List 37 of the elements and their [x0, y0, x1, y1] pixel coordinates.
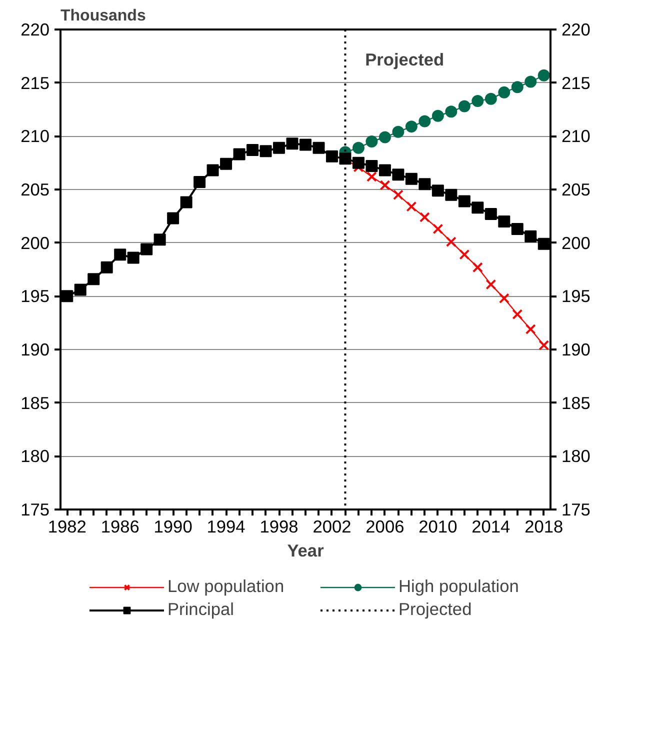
y-tick-label: 215 [20, 72, 50, 93]
y2-tick-label: 210 [562, 126, 590, 146]
y-tick-label: 175 [20, 500, 50, 520]
legend-label: Principal [168, 599, 235, 620]
y2-tick-label: 180 [562, 446, 590, 466]
y-tick-label: 180 [20, 446, 50, 466]
y2-tick-label: 205 [562, 180, 590, 200]
y-tick-label: 210 [20, 126, 50, 146]
y-tick-label: 195 [20, 286, 50, 306]
legend-label: Projected [398, 599, 473, 620]
y2-tick-label: 195 [562, 286, 590, 306]
y-tick-label: 220 [20, 20, 50, 40]
y2-tick-label: 200 [562, 232, 590, 253]
y-tick-label: 185 [20, 392, 50, 413]
legend-label: Low population [168, 576, 286, 597]
x-tick-label: 2006 [366, 516, 404, 536]
annotation: Projected [365, 50, 444, 70]
y-tick-label: 190 [20, 340, 50, 360]
x-tick-label: 2018 [524, 516, 564, 536]
y-axis-title: Thousands [60, 8, 146, 24]
y2-tick-label: 175 [562, 500, 590, 520]
y2-tick-label: 220 [562, 20, 590, 40]
x-tick-label: 2010 [418, 516, 458, 536]
y2-tick-label: 190 [562, 340, 590, 360]
x-tick-label: 2014 [472, 516, 511, 536]
x-tick-label: 1998 [260, 516, 298, 536]
x-axis-title: Year [287, 540, 324, 560]
y-tick-label: 200 [20, 232, 50, 253]
y2-tick-label: 185 [562, 392, 590, 413]
x-tick-label: 1994 [206, 516, 246, 536]
x-tick-label: 1990 [154, 516, 192, 536]
y2-tick-label: 215 [562, 72, 590, 93]
legend-label: High population [398, 576, 520, 597]
y-tick-label: 205 [20, 180, 50, 200]
x-tick-label: 1986 [100, 516, 140, 536]
x-tick-label: 1982 [48, 516, 86, 536]
x-tick-label: 2002 [312, 516, 352, 536]
